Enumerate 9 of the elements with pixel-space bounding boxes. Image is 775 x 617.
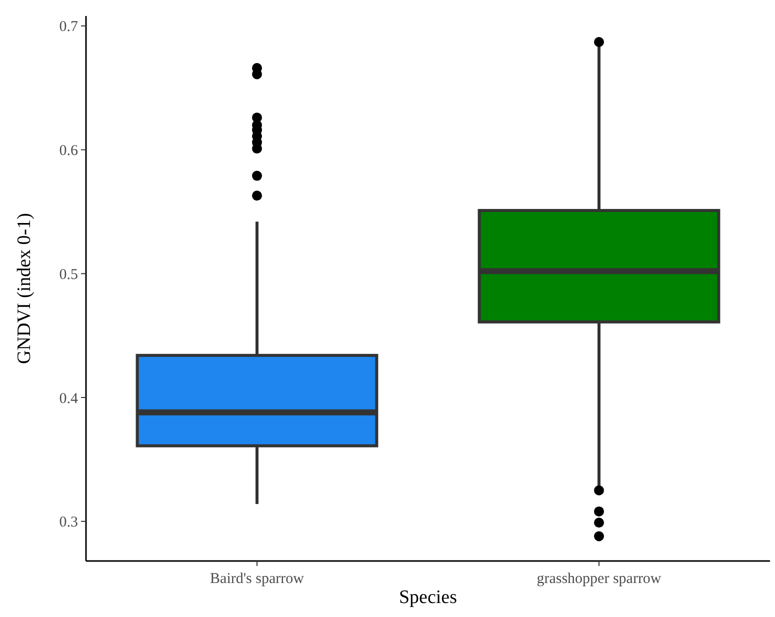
y-tick-label: 0.3 xyxy=(59,514,78,531)
x-axis-title: Species xyxy=(398,587,458,608)
y-tick-label: 0.4 xyxy=(59,390,78,407)
y-axis-title: GNDVI (index 0-1) xyxy=(14,213,35,364)
y-tick-label: 0.5 xyxy=(59,266,78,283)
y-tick-label: 0.7 xyxy=(59,19,78,36)
x-tick-label: Baird's sparrow xyxy=(210,571,304,587)
x-tick-label: grasshopper sparrow xyxy=(536,571,662,587)
y-tick-label: 0.6 xyxy=(59,143,78,160)
